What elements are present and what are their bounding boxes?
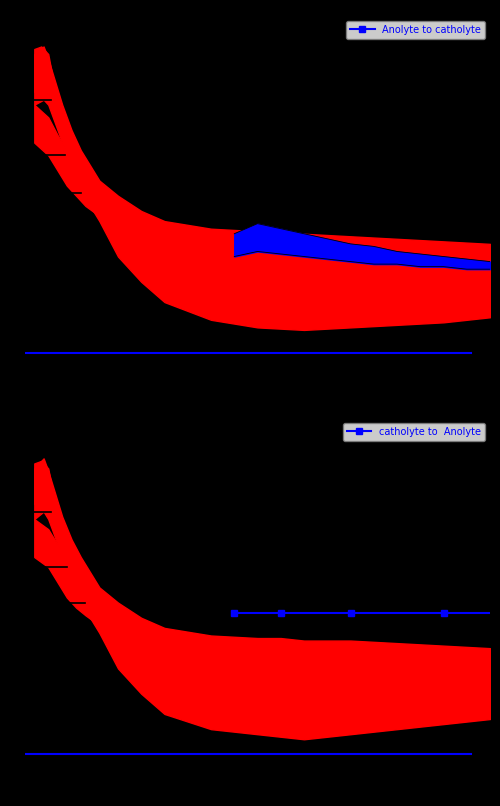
Legend: Anolyte to catholyte: Anolyte to catholyte xyxy=(346,21,485,39)
Legend: catholyte to  Anolyte: catholyte to Anolyte xyxy=(344,422,485,441)
